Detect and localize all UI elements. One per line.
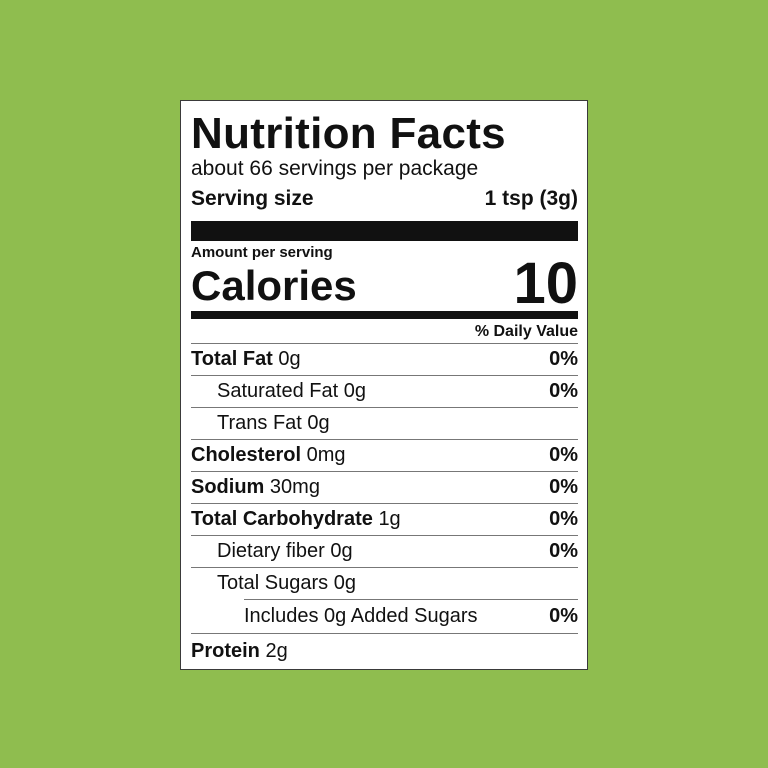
calories-row: Calories 10 [191, 255, 578, 313]
nutrient-dv: 0% [549, 604, 578, 627]
nutrient-row-sodium: Sodium 30mg 0% [191, 471, 578, 503]
nutrient-row-cholesterol: Cholesterol 0mg 0% [191, 439, 578, 471]
nutrient-name: Dietary fiber 0g [217, 540, 353, 562]
nutrient-row-protein: Protein 2g [191, 633, 578, 668]
nutrition-facts-label: Nutrition Facts about 66 servings per pa… [180, 100, 588, 670]
medium-divider [191, 311, 578, 319]
nutrient-name: Trans Fat 0g [217, 412, 330, 434]
nutrient-row-total-fat: Total Fat 0g 0% [191, 343, 578, 375]
nutrient-dv: 0% [549, 476, 578, 498]
nutrient-name: Cholesterol [191, 444, 302, 466]
nutrient-dv: 0% [549, 348, 578, 370]
nutrient-row-total-sugars: Total Sugars 0g [191, 567, 578, 599]
nutrient-row-added-sugars: Includes 0g Added Sugars 0% [191, 599, 578, 633]
nutrient-dv: 0% [549, 380, 578, 402]
nutrient-name: Sodium [191, 476, 265, 498]
serving-size-row: Serving size 1 tsp (3g) [191, 187, 578, 211]
serving-size-label: Serving size [191, 187, 314, 210]
nutrient-dv: 0% [549, 540, 578, 562]
nutrient-dv: 0% [549, 508, 578, 530]
nutrient-name: Total Fat [191, 348, 273, 370]
nutrient-amount: 1g [378, 508, 401, 530]
nutrient-dv: 0% [549, 444, 578, 466]
nutrient-row-saturated-fat: Saturated Fat 0g 0% [191, 375, 578, 407]
nutrient-list: Total Fat 0g 0% Saturated Fat 0g 0% Tran… [191, 343, 578, 668]
nutrient-name: Total Carbohydrate [191, 508, 373, 530]
nutrient-name: Includes 0g Added Sugars [244, 604, 478, 627]
nutrient-row-dietary-fiber: Dietary fiber 0g 0% [191, 535, 578, 567]
nutrient-row-total-carbohydrate: Total Carbohydrate 1g 0% [191, 503, 578, 535]
nutrient-row-trans-fat: Trans Fat 0g [191, 407, 578, 439]
nutrient-amount: 2g [265, 639, 288, 662]
daily-value-header: % Daily Value [474, 323, 578, 340]
nutrient-amount: 30mg [269, 476, 320, 498]
calories-value: 10 [513, 251, 578, 316]
nutrient-amount: 0g [278, 348, 301, 370]
nutrient-name: Protein [191, 639, 260, 662]
servings-per-package: about 66 servings per package [191, 157, 479, 180]
nutrient-name: Saturated Fat 0g [217, 380, 366, 402]
amount-per-serving: Amount per serving [191, 244, 333, 261]
nutrient-name: Total Sugars 0g [217, 572, 356, 594]
serving-size-value: 1 tsp (3g) [484, 187, 578, 210]
label-title: Nutrition Facts [191, 109, 506, 158]
thick-divider [191, 221, 578, 241]
calories-label: Calories [191, 262, 357, 309]
nutrient-amount: 0mg [306, 444, 346, 466]
